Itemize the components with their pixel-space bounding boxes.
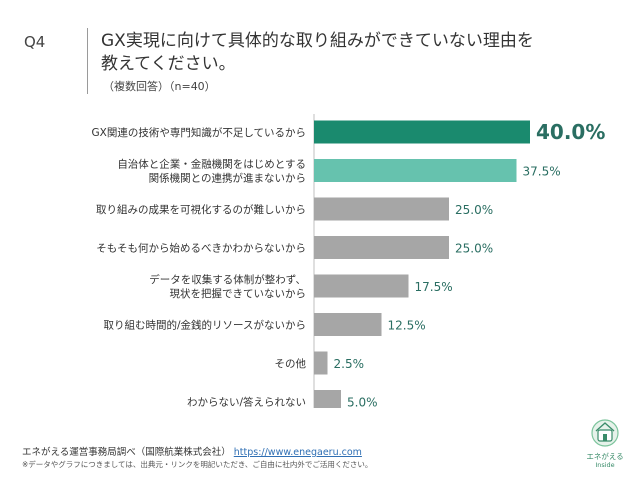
- bar-1: [314, 159, 517, 182]
- title-line-2: 教えてください。: [101, 54, 236, 74]
- logo-sub: Inside: [595, 461, 615, 469]
- chart-title: GX実現に向けて具体的な取り組みができていない理由を 教えてください。: [101, 30, 581, 76]
- logo-name: エネがえる: [586, 452, 624, 461]
- chart-subtitle: （複数回答）（n=40）: [103, 80, 216, 93]
- value-label-0: 40.0%: [536, 120, 605, 144]
- title-line-1: GX実現に向けて具体的な取り組みができていない理由を: [101, 31, 534, 51]
- value-label-5: 12.5%: [388, 319, 426, 333]
- category-label-1-1: 関係機関との連携が進まないから: [149, 172, 306, 185]
- category-label-4-1: 現状を把握できていないから: [170, 287, 307, 300]
- bar-4: [314, 274, 409, 298]
- value-label-1: 37.5%: [523, 165, 561, 179]
- category-label-0-0: GX関連の技術や専門知識が不足しているから: [91, 126, 306, 139]
- value-label-6: 2.5%: [334, 357, 365, 371]
- bar-chart: GX関連の技術や専門知識が不足しているから 40.0% 自治体と企業・金融機関をはじ…: [91, 114, 605, 409]
- question-number: Q4: [24, 33, 46, 51]
- value-label-3: 25.0%: [455, 242, 493, 256]
- category-label-6-0: その他: [275, 357, 307, 370]
- category-label-7-0: わからない/答えられない: [187, 396, 306, 409]
- usage-note: ※データやグラフにつきましては、出典元・リンクを明記いただき、ご自由に社内外でご…: [22, 460, 373, 469]
- source-text: エネがえる運営事務局調べ（国際航業株式会社）: [22, 447, 231, 458]
- category-label-1-0: 自治体と企業・金融機関をはじめとする: [117, 158, 306, 171]
- logo-icon: [591, 419, 619, 447]
- category-label-2-0: 取り組みの成果を可視化するのが難しいから: [96, 203, 306, 216]
- bar-3: [314, 236, 449, 259]
- bar-7: [314, 390, 341, 408]
- enegaeru-logo: エネがえる Inside: [582, 418, 628, 470]
- value-label-7: 5.0%: [347, 396, 378, 409]
- bar-6: [314, 351, 328, 375]
- category-label-5-0: 取り組む時間的/金銭的リソースがないから: [103, 319, 306, 332]
- bar-5: [314, 313, 382, 336]
- value-label-2: 25.0%: [455, 203, 493, 217]
- bar-0: [314, 120, 530, 144]
- category-label-4-0: データを収集する体制が整わず、: [149, 273, 306, 286]
- source-line: エネがえる運営事務局調べ（国際航業株式会社） https://www.enega…: [22, 444, 362, 458]
- value-label-4: 17.5%: [415, 280, 453, 294]
- header-divider: [87, 28, 88, 94]
- bar-2: [314, 197, 449, 221]
- source-link[interactable]: https://www.enegaeru.com: [233, 447, 362, 458]
- category-label-3-0: そもそも何から始めるべきかわからないから: [96, 242, 306, 255]
